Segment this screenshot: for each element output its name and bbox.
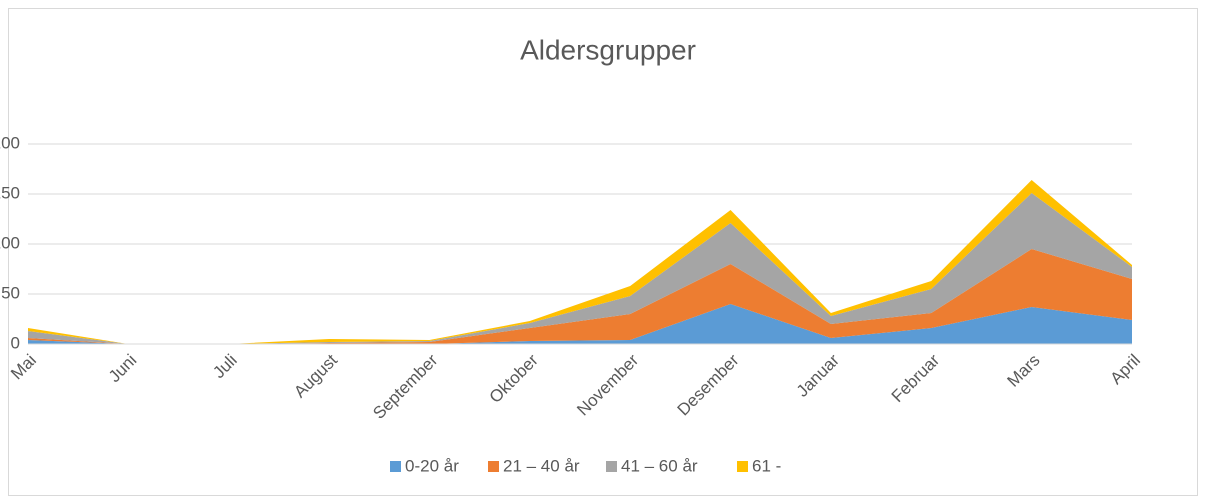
legend-swatch xyxy=(606,461,617,472)
y-tick-label: 200 xyxy=(0,133,20,152)
legend-label: 61 - xyxy=(752,456,781,475)
legend-swatch xyxy=(737,461,748,472)
legend-swatch xyxy=(488,461,499,472)
area xyxy=(28,249,1132,344)
legend-swatch xyxy=(390,461,401,472)
y-tick-label: 50 xyxy=(1,283,20,302)
y-tick-label: 100 xyxy=(0,233,20,252)
legend-label: 21 – 40 år xyxy=(503,456,580,475)
legend-label: 41 – 60 år xyxy=(621,456,698,475)
chart-title: Aldersgrupper xyxy=(520,34,696,65)
area xyxy=(28,180,1132,344)
y-tick-label: 0 xyxy=(11,333,20,352)
area xyxy=(28,304,1132,344)
y-tick-label: 150 xyxy=(0,183,20,202)
legend-label: 0-20 år xyxy=(405,456,459,475)
area xyxy=(28,193,1132,344)
